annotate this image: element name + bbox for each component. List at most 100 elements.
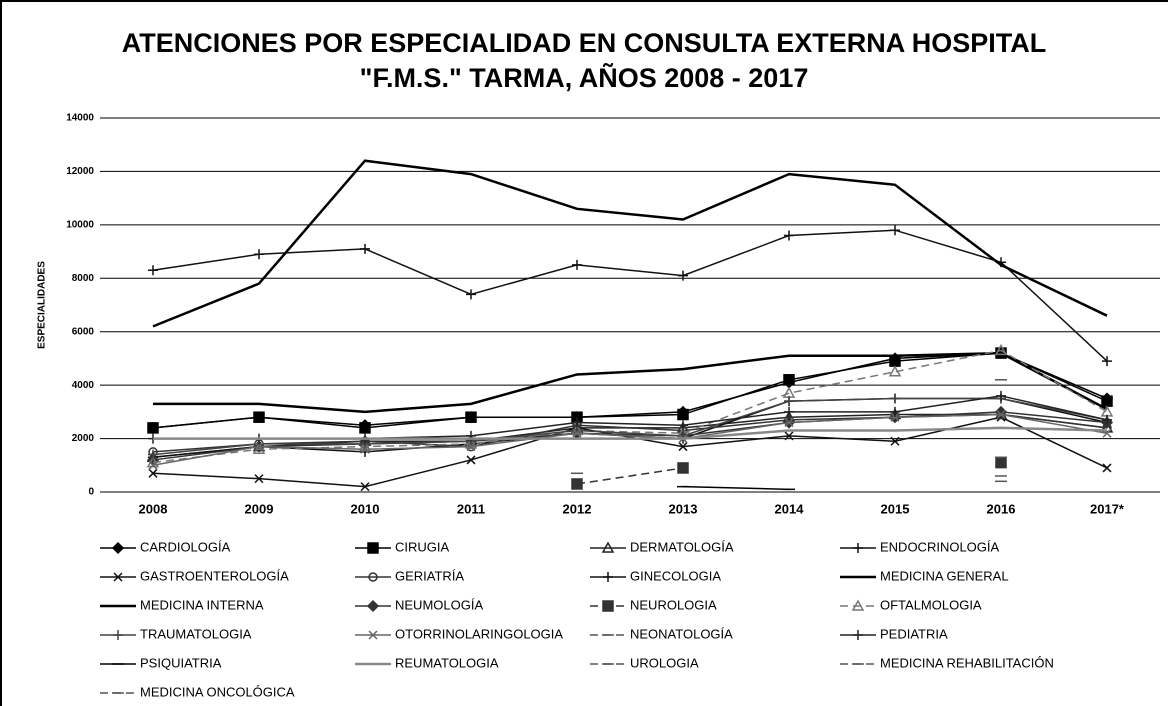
x-tick-label: 2013 bbox=[669, 501, 698, 516]
marker bbox=[466, 289, 476, 300]
series-line bbox=[152, 159, 1108, 328]
marker bbox=[994, 343, 1008, 356]
marker bbox=[360, 444, 370, 454]
marker bbox=[782, 386, 796, 398]
y-tick-label: 12000 bbox=[66, 166, 94, 177]
marker bbox=[571, 478, 583, 490]
marker bbox=[148, 460, 158, 470]
marker bbox=[113, 572, 123, 582]
marker bbox=[996, 409, 1006, 420]
series-line bbox=[152, 411, 1108, 461]
legend-label: GERIATRÍA bbox=[395, 568, 464, 583]
marker bbox=[853, 630, 863, 640]
series-line bbox=[152, 229, 1108, 362]
y-tick-label: 2000 bbox=[72, 433, 95, 444]
marker bbox=[368, 630, 378, 640]
marker bbox=[603, 572, 613, 582]
series-line bbox=[153, 395, 1108, 440]
marker bbox=[995, 456, 1007, 469]
marker bbox=[888, 365, 902, 377]
chart-title: "F.M.S." TARMA, AÑOS 2008 - 2017 bbox=[360, 62, 809, 93]
marker bbox=[602, 600, 614, 612]
marker bbox=[784, 230, 794, 241]
y-tick-label: 4000 bbox=[72, 380, 95, 391]
marker bbox=[783, 374, 795, 386]
marker bbox=[784, 396, 794, 407]
y-tick-label: 0 bbox=[88, 487, 94, 498]
marker bbox=[678, 442, 688, 452]
x-tick-label: 2008 bbox=[139, 501, 168, 516]
marker bbox=[254, 474, 264, 484]
marker bbox=[254, 249, 264, 260]
marker bbox=[147, 422, 159, 434]
marker bbox=[784, 431, 794, 441]
marker bbox=[367, 542, 379, 554]
marker bbox=[253, 411, 265, 423]
x-tick-label: 2012 bbox=[563, 501, 592, 516]
marker bbox=[465, 411, 477, 423]
x-tick-label: 2017* bbox=[1090, 501, 1125, 516]
marker bbox=[601, 541, 615, 553]
legend-label: MEDICINA REHABILITACIÓN bbox=[880, 655, 1054, 670]
legend-label: TRAUMATOLOGIA bbox=[140, 626, 252, 641]
y-axis-label: ESPECIALIDADES bbox=[37, 261, 48, 349]
x-tick-label: 2011 bbox=[457, 501, 485, 516]
marker bbox=[368, 572, 378, 582]
marker bbox=[784, 406, 794, 417]
legend-label: ENDOCRINOLOGÍA bbox=[880, 539, 1000, 554]
marker bbox=[1102, 356, 1112, 367]
x-tick-label: 2010 bbox=[351, 501, 380, 516]
marker bbox=[678, 420, 688, 431]
x-tick-label: 2014 bbox=[775, 501, 805, 516]
marker bbox=[890, 225, 900, 236]
legend-label: UROLOGIA bbox=[630, 655, 699, 670]
series-line bbox=[152, 352, 1108, 429]
series-line bbox=[577, 463, 1001, 484]
marker bbox=[572, 417, 582, 428]
y-tick-label: 8000 bbox=[72, 273, 95, 284]
marker bbox=[1102, 463, 1112, 473]
y-tick-label: 6000 bbox=[72, 326, 95, 337]
marker bbox=[466, 442, 476, 452]
marker bbox=[851, 599, 865, 611]
x-tick-label: 2009 bbox=[245, 501, 274, 516]
legend-label: NEONATOLOGÍA bbox=[630, 626, 733, 641]
series-line bbox=[153, 351, 1108, 414]
marker bbox=[853, 543, 863, 553]
legend-label: NEUMOLOGÍA bbox=[395, 597, 483, 612]
marker bbox=[466, 455, 476, 465]
marker bbox=[360, 243, 370, 254]
legend-label: OFTALMOLOGIA bbox=[880, 597, 982, 612]
marker bbox=[254, 442, 264, 452]
legend-label: DERMATOLOGÍA bbox=[630, 539, 734, 554]
marker bbox=[148, 468, 158, 478]
series-line bbox=[682, 485, 790, 491]
legend-label: PSIQUIATRIA bbox=[140, 655, 222, 670]
legend-label: MEDICINA ONCOLÓGICA bbox=[140, 684, 295, 699]
marker bbox=[359, 422, 371, 434]
legend-label: OTORRINOLARINGOLOGIA bbox=[395, 626, 563, 641]
marker bbox=[111, 541, 125, 555]
marker bbox=[677, 408, 689, 421]
marker bbox=[1102, 414, 1112, 425]
marker bbox=[148, 449, 158, 460]
marker bbox=[996, 390, 1006, 401]
marker bbox=[360, 482, 370, 492]
x-tick-label: 2015 bbox=[881, 501, 910, 516]
marker bbox=[148, 265, 158, 276]
legend-label: MEDICINA GENERAL bbox=[880, 568, 1009, 583]
marker bbox=[572, 259, 582, 270]
legend-label: REUMATOLOGIA bbox=[395, 655, 499, 670]
legend-label: CARDIOLOGÍA bbox=[140, 539, 231, 554]
marker bbox=[890, 393, 900, 404]
marker bbox=[784, 418, 794, 428]
chart-title: ATENCIONES POR ESPECIALIDAD EN CONSULTA … bbox=[122, 28, 1047, 58]
marker bbox=[890, 436, 900, 446]
y-tick-label: 14000 bbox=[66, 113, 94, 124]
marker bbox=[677, 462, 689, 474]
marker bbox=[1101, 395, 1113, 407]
series-line bbox=[153, 426, 1108, 440]
legend-label: MEDICINA INTERNA bbox=[140, 597, 264, 612]
